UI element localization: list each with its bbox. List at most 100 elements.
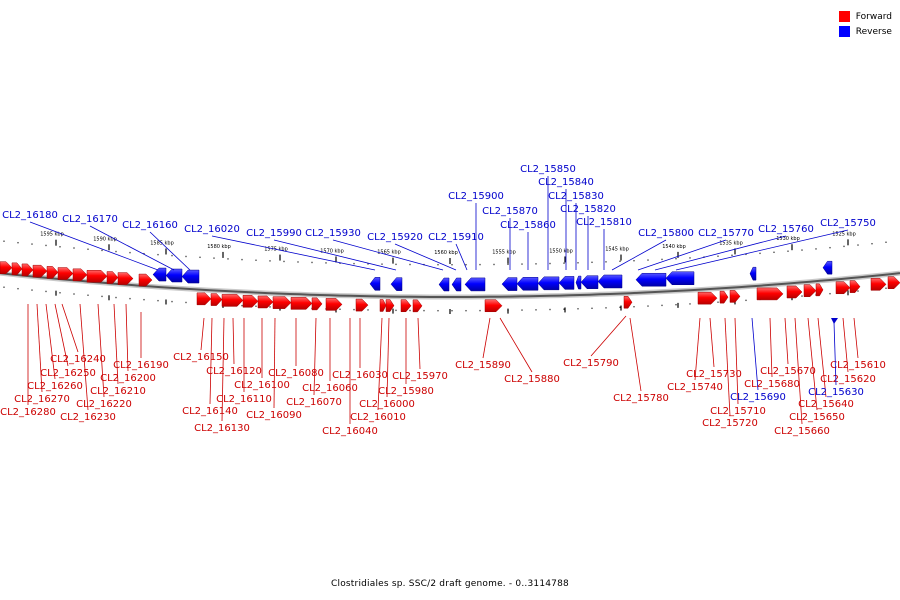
gene-label-cl2-16020[interactable]: CL2_16020 [184, 224, 376, 271]
gene-label-cl2-15850[interactable]: CL2_15850 [520, 164, 576, 270]
reverse-gene-arrow[interactable] [390, 277, 403, 291]
reverse-gene-arrow[interactable] [580, 275, 599, 289]
gene-label-cl2-16220[interactable]: CL2_16220 [76, 303, 132, 410]
forward-gene-arrow[interactable] [719, 290, 729, 304]
gene-label-cl2-15770[interactable]: CL2_15770 [637, 228, 754, 271]
gene-label-cl2-15900[interactable]: CL2_15900 [448, 191, 504, 270]
gene-label-cl2-15730[interactable]: CL2_15730 [686, 317, 742, 380]
forward-gene-arrow[interactable] [803, 284, 817, 297]
gene-label-cl2-16210[interactable]: CL2_16210 [90, 303, 146, 397]
gene-label-cl2-15920[interactable]: CL2_15920 [367, 232, 457, 271]
reverse-gene-arrow[interactable] [635, 272, 667, 287]
forward-gene-arrow[interactable] [290, 297, 313, 310]
gene-label-cl2-15690[interactable]: CL2_15690 [730, 317, 786, 403]
gene-label-cl2-15650[interactable]: CL2_15650 [789, 317, 845, 423]
gene-label-cl2-16030[interactable]: CL2_16030 [332, 318, 388, 381]
gene-label-cl2-16010[interactable]: CL2_16010 [350, 317, 406, 423]
gene-label-cl2-15710[interactable]: CL2_15710 [710, 317, 766, 417]
gene-label-cl2-16100[interactable]: CL2_16100 [234, 318, 290, 391]
gene-label-cl2-16090[interactable]: CL2_16090 [246, 317, 302, 421]
reverse-gene-arrow[interactable] [516, 277, 539, 291]
gene-label-cl2-16170[interactable]: CL2_16170 [62, 214, 175, 271]
gene-label-cl2-16230[interactable]: CL2_16230 [60, 303, 116, 423]
forward-gene-arrow[interactable] [106, 271, 119, 284]
gene-label-cl2-16060[interactable]: CL2_16060 [302, 318, 358, 394]
reverse-gene-arrow[interactable] [665, 271, 695, 286]
reverse-gene-arrow[interactable] [152, 267, 167, 282]
gene-label-cl2-16080[interactable]: CL2_16080 [268, 318, 324, 379]
forward-gene-arrow[interactable] [849, 280, 861, 293]
gene-label-cl2-15620[interactable]: CL2_15620 [820, 317, 876, 385]
gene-label-cl2-15720[interactable]: CL2_15720 [702, 317, 758, 429]
gene-label-cl2-16240[interactable]: CL2_16240 [50, 303, 106, 365]
reverse-gene-arrow[interactable] [501, 277, 518, 291]
gene-label-cl2-16110[interactable]: CL2_16110 [216, 318, 272, 405]
forward-gene-arrow[interactable] [210, 293, 223, 306]
gene-label-cl2-15750[interactable]: CL2_15750 [675, 218, 876, 271]
forward-gene-arrow[interactable] [623, 296, 633, 309]
gene-label-cl2-15830[interactable]: CL2_15830 [548, 191, 604, 270]
gene-label-cl2-15780[interactable]: CL2_15780 [613, 317, 669, 404]
gene-label-cl2-15660[interactable]: CL2_15660 [774, 317, 830, 437]
reverse-gene-arrow[interactable] [749, 266, 757, 281]
gene-label-cl2-15840[interactable]: CL2_15840 [538, 177, 594, 270]
gene-label-cl2-16070[interactable]: CL2_16070 [286, 317, 342, 408]
forward-gene-arrow[interactable] [729, 290, 741, 303]
gene-label-cl2-15640[interactable]: CL2_15640 [798, 317, 854, 410]
forward-gene-arrow[interactable] [756, 287, 784, 301]
gene-label-cl2-15680[interactable]: CL2_15680 [744, 317, 800, 390]
gene-label-cl2-15740[interactable]: CL2_15740 [667, 317, 723, 393]
forward-gene-arrow[interactable] [138, 273, 153, 287]
gene-label-cl2-15970[interactable]: CL2_15970 [392, 317, 448, 382]
forward-gene-arrow[interactable] [32, 264, 48, 278]
reverse-gene-arrow[interactable] [822, 260, 833, 275]
gene-label-cl2-16120[interactable]: CL2_16120 [206, 317, 262, 377]
gene-label-cl2-15790[interactable]: CL2_15790 [563, 315, 627, 369]
forward-gene-arrow[interactable] [887, 276, 900, 289]
reverse-gene-arrow[interactable] [369, 277, 381, 291]
reverse-gene-arrow[interactable] [165, 268, 183, 283]
forward-gene-arrow[interactable] [355, 298, 369, 312]
reverse-gene-arrow[interactable] [558, 276, 575, 290]
forward-gene-arrow[interactable] [0, 261, 13, 274]
gene-label-cl2-15800[interactable]: CL2_15800 [611, 228, 694, 271]
reverse-gene-arrow[interactable] [831, 318, 838, 324]
forward-gene-arrow[interactable] [257, 295, 274, 309]
gene-label-cl2-16260[interactable]: CL2_16260 [27, 303, 83, 392]
forward-gene-arrow[interactable] [221, 294, 244, 307]
gene-label-cl2-15670[interactable]: CL2_15670 [760, 317, 816, 377]
forward-gene-arrow[interactable] [311, 297, 323, 311]
gene-label-cl2-15910[interactable]: CL2_15910 [428, 232, 484, 271]
forward-gene-arrow[interactable] [484, 299, 503, 313]
reverse-gene-arrow[interactable] [451, 277, 462, 292]
gene-label-cl2-15930[interactable]: CL2_15930 [305, 228, 444, 271]
forward-gene-arrow[interactable] [835, 281, 851, 295]
reverse-gene-arrow[interactable] [537, 276, 560, 291]
forward-gene-arrow[interactable] [400, 299, 412, 313]
gene-label-cl2-15980[interactable]: CL2_15980 [378, 318, 434, 397]
forward-gene-arrow[interactable] [72, 268, 88, 282]
forward-gene-arrow[interactable] [385, 299, 395, 312]
gene-label-cl2-16130[interactable]: CL2_16130 [194, 317, 250, 434]
forward-gene-arrow[interactable] [196, 292, 212, 306]
forward-gene-arrow[interactable] [697, 291, 718, 305]
forward-gene-arrow[interactable] [786, 285, 803, 299]
forward-gene-arrow[interactable] [412, 299, 423, 313]
gene-label-cl2-15870[interactable]: CL2_15870 [482, 206, 538, 270]
forward-gene-arrow[interactable] [11, 262, 23, 276]
forward-gene-arrow[interactable] [272, 296, 292, 309]
gene-label-cl2-15880[interactable]: CL2_15880 [499, 317, 560, 385]
forward-gene-arrow[interactable] [379, 299, 387, 312]
forward-gene-arrow[interactable] [325, 298, 343, 311]
gene-label-cl2-16250[interactable]: CL2_16250 [40, 303, 96, 379]
gene-label-cl2-15610[interactable]: CL2_15610 [830, 317, 886, 371]
gene-label-cl2-15990[interactable]: CL2_15990 [246, 228, 397, 271]
gene-label-cl2-16040[interactable]: CL2_16040 [322, 318, 378, 437]
gene-label-cl2-16200[interactable]: CL2_16200 [100, 303, 156, 384]
forward-gene-arrow[interactable] [870, 278, 887, 291]
forward-gene-arrow[interactable] [46, 266, 59, 279]
gene-label-cl2-16180[interactable]: CL2_16180 [2, 210, 159, 271]
gene-label-cl2-16000[interactable]: CL2_16000 [359, 317, 415, 410]
gene-label-cl2-16190[interactable]: CL2_16190 [113, 312, 169, 371]
gene-label-cl2-15760[interactable]: CL2_15760 [654, 224, 814, 271]
